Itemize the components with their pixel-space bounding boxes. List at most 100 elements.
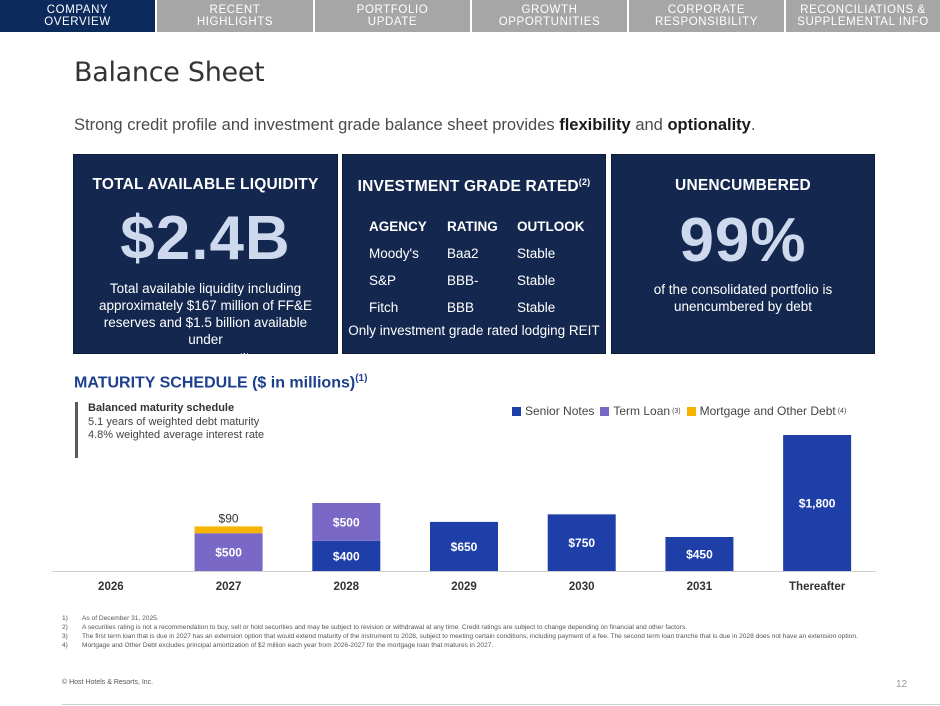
legend-item-term-loan: Term Loan (3) [600,404,681,418]
page-number: 12 [896,679,908,690]
page-title: Balance Sheet [74,57,265,88]
bar-segment [312,503,381,541]
cell-outlook: Stable [517,300,556,315]
subtitle-emphasis-flexibility: flexibility [559,116,631,134]
tab-label-line1: COMPANY [46,4,109,16]
legend-swatch [600,406,610,416]
table-row: S&P BBB- Stable [369,267,597,294]
subtitle-text: . [750,116,756,134]
subtitle-text: Strong credit profile and investment gra… [74,116,560,134]
legend-item-senior-notes: Senior Notes [512,404,594,418]
unencumbered-value: 99% [679,206,807,275]
copyright: © Host Hotels & Resorts, Inc. [62,679,154,686]
tab-recent-highlights[interactable]: RECENT HIGHLIGHTS [157,0,313,32]
header-agency: AGENCY [369,219,427,234]
data-label: $500 [215,546,242,560]
legend-label: Mortgage and Other Debt [699,404,836,418]
chart-legend: Senior Notes Term Loan (3) Mortgage and O… [512,404,852,418]
tab-label-line2: OPPORTUNITIES [498,16,601,28]
tab-label-line2: UPDATE [367,16,418,28]
top-navigation: COMPANY OVERVIEW RECENT HIGHLIGHTS PORTF… [0,0,940,32]
header-rating: RATING [447,219,498,234]
subtitle-text: and [630,116,668,134]
header-outlook: OUTLOOK [517,219,585,234]
footnote-number: 3) [62,633,68,640]
cell-outlook: Stable [517,246,556,261]
footnote-ref: (3) [672,407,681,415]
legend-swatch [686,406,696,416]
bar-segment [547,514,616,571]
data-label: $750 [568,536,595,550]
footnote-number: 2) [62,624,68,631]
liquidity-title: TOTAL AVAILABLE LIQUIDITY [92,176,319,193]
legend-item-mortgage: Mortgage and Other Debt (4) [686,404,847,418]
cell-agency: S&P [369,273,397,288]
x-tick-label: Thereafter [789,581,846,593]
tab-label-line1: CORPORATE [667,4,746,16]
cell-rating: Baa2 [447,246,479,261]
footnote-ref: (4) [837,407,847,415]
rating-note: Only investment grade rated lodging REIT [348,323,600,338]
x-tick-label: 2026 [98,581,124,593]
liquidity-desc-line: credit facility (1) [86,348,325,369]
x-tick-label: 2031 [687,581,713,593]
bar-segment [430,521,498,571]
unencumbered-description: of the consolidated portfolio is unencum… [624,281,862,315]
liquidity-desc-text: credit facility [161,352,236,368]
rating-table: AGENCY RATING OUTLOOK Moody's Baa2 Stabl… [369,213,597,321]
tab-label-line2: RESPONSIBILITY [655,16,758,28]
callout-line: 5.1 years of weighted debt maturity [88,415,260,428]
footnote-text: The first term loan that is due in 2027 … [82,633,858,640]
footnotes: 1) As of December 31, 2025. 2) A securitie… [62,614,862,650]
table-row: Fitch BBB Stable [369,294,597,321]
footnote-ref: (1) [355,373,368,384]
footnote: 4) Mortgage and Other Debt excludes princ… [62,641,862,650]
tab-label-line1: RECONCILIATIONS & [800,4,926,16]
unencumbered-desc-line: unencumbered by debt [673,299,813,314]
x-tick-label: 2029 [451,581,477,593]
tab-growth-opportunities[interactable]: GROWTH OPPORTUNITIES [472,0,627,32]
data-label: $400 [333,549,360,563]
cell-agency: Fitch [369,300,399,315]
tab-label-line2: OVERVIEW [44,16,111,28]
liquidity-value: $2.4B [120,204,291,273]
data-label: $1,800 [799,497,836,511]
x-tick-label: 2028 [333,581,359,593]
unencumbered-title: UNENCUMBERED [675,177,811,194]
tab-reconciliations-supplemental[interactable]: RECONCILIATIONS & SUPPLEMENTAL INFO [786,0,940,32]
unencumbered-desc-line: of the consolidated portfolio is [653,282,833,297]
table-row: Moody's Baa2 Stable [369,240,597,267]
page-subtitle: Strong credit profile and investment gra… [74,116,755,135]
tab-label-line1: GROWTH [521,4,578,16]
liquidity-description: Total available liquidity including appr… [86,280,325,369]
liquidity-desc-line: reserves and $1.5 billion available unde… [103,315,308,347]
legend-label: Senior Notes [525,404,595,418]
bar-segment [783,435,852,571]
tab-label-line1: RECENT [209,4,261,16]
rating-title: INVESTMENT GRADE RATED(2) [343,177,605,196]
subtitle-emphasis-optionality: optionality [667,116,751,134]
footer-divider [62,704,940,705]
maturity-callout: Balanced maturity schedule 5.1 years of … [75,402,264,458]
bar-segment [665,537,734,571]
bar-segment [194,533,263,571]
tab-label-line1: PORTFOLIO [356,4,429,16]
bar-segment [194,526,263,534]
tab-company-overview[interactable]: COMPANY OVERVIEW [0,0,155,32]
footnote-ref: (2) [578,177,591,187]
footnote-text: A securities rating is not a recommendat… [82,624,687,631]
tab-portfolio-update[interactable]: PORTFOLIO UPDATE [315,0,470,32]
unencumbered-panel: UNENCUMBERED 99% of the consolidated por… [611,154,875,354]
maturity-heading-text: MATURITY SCHEDULE ($ in millions) [74,374,356,392]
callout-line: 4.8% weighted average interest rate [88,429,265,441]
data-label: $90 [219,511,239,525]
legend-swatch [512,406,521,416]
data-label: $650 [451,540,478,554]
x-tick-label: 2030 [569,581,595,593]
cell-rating: BBB [447,300,475,315]
rating-table-header: AGENCY RATING OUTLOOK [369,213,597,240]
tab-corporate-responsibility[interactable]: CORPORATE RESPONSIBILITY [629,0,784,32]
footnote-ref: (1) [239,352,250,361]
data-label: $450 [686,548,713,562]
footnote-number: 1) [62,615,68,622]
